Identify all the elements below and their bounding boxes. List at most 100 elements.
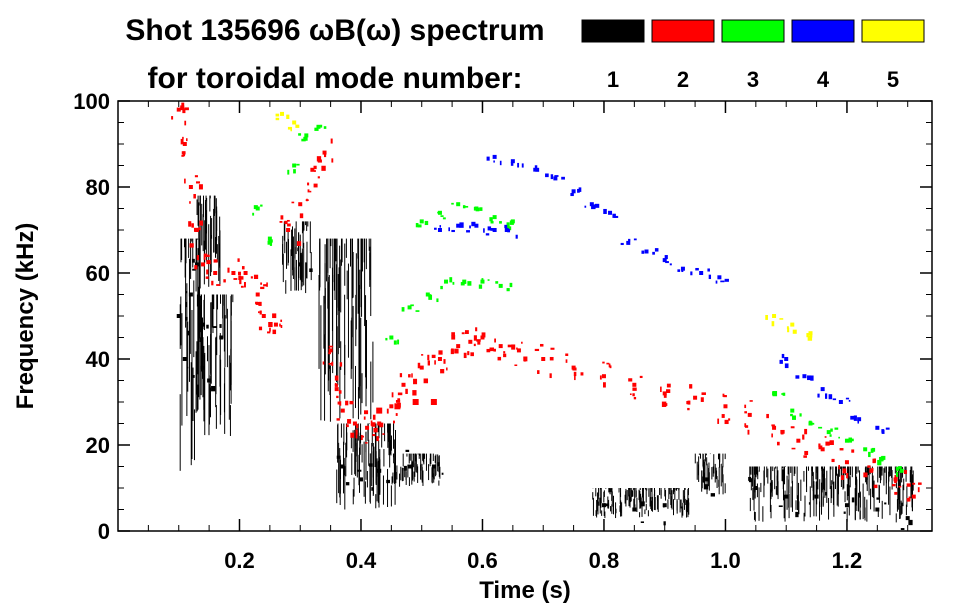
data-point bbox=[194, 262, 199, 267]
spectral-speck bbox=[186, 366, 189, 369]
spectral-speck bbox=[337, 401, 340, 405]
spectral-speck bbox=[778, 505, 783, 508]
data-point bbox=[492, 154, 497, 159]
spectral-speck bbox=[191, 223, 194, 228]
chart-title-line1: Shot 135696 ωB(ω) spectrum bbox=[125, 14, 544, 47]
spectral-speck bbox=[810, 375, 814, 381]
spectral-speck bbox=[828, 394, 833, 400]
spectral-speck bbox=[803, 455, 807, 458]
spectral-speck bbox=[663, 521, 666, 526]
spectral-speck bbox=[184, 120, 187, 126]
spectral-speck bbox=[851, 497, 855, 503]
spectral-speck bbox=[443, 359, 446, 364]
data-point bbox=[796, 438, 801, 443]
spectral-speck bbox=[180, 105, 185, 111]
data-point bbox=[553, 176, 558, 181]
spectral-speck bbox=[405, 449, 410, 452]
data-point bbox=[474, 223, 479, 228]
spectral-speck bbox=[198, 227, 201, 231]
spectral-speck bbox=[499, 160, 502, 166]
data-point bbox=[911, 494, 916, 499]
spectral-speck bbox=[286, 219, 290, 222]
spectral-speck bbox=[399, 373, 403, 378]
spectral-speck bbox=[411, 373, 413, 378]
spectral-speck bbox=[397, 398, 401, 402]
series-n1-cluster-3 bbox=[282, 221, 312, 294]
spectral-speck bbox=[269, 241, 273, 246]
spectral-speck bbox=[196, 255, 199, 261]
x-tick-label: 0.6 bbox=[467, 548, 498, 573]
data-point bbox=[213, 271, 218, 275]
spectral-speck bbox=[516, 347, 518, 350]
spectral-speck bbox=[241, 266, 245, 270]
legend-label-1: 1 bbox=[607, 67, 619, 92]
spectral-speck bbox=[870, 448, 874, 453]
data-point bbox=[176, 107, 181, 112]
spectral-speck bbox=[599, 375, 602, 380]
spectral-speck bbox=[485, 233, 490, 236]
spectral-speck bbox=[194, 175, 198, 178]
series-n1-cluster-0 bbox=[179, 238, 202, 471]
legend-swatch-3 bbox=[721, 19, 785, 43]
spectral-speck bbox=[279, 323, 281, 327]
spectral-speck bbox=[205, 254, 210, 258]
data-point bbox=[608, 210, 613, 215]
spectral-speck bbox=[258, 326, 263, 331]
spectral-speck bbox=[489, 217, 493, 222]
spectral-speck bbox=[695, 267, 699, 271]
spectral-speck bbox=[722, 393, 725, 397]
data-point bbox=[310, 167, 315, 172]
spectral-speck bbox=[260, 282, 263, 285]
spectral-speck bbox=[386, 408, 389, 414]
spectral-speck bbox=[689, 384, 693, 389]
spectral-speck bbox=[792, 415, 796, 420]
spectral-speck bbox=[328, 362, 333, 365]
spectral-speck bbox=[486, 156, 490, 161]
spectral-speck bbox=[686, 401, 690, 405]
spectral-speck bbox=[363, 416, 366, 420]
data-point bbox=[468, 339, 473, 344]
spectral-speck bbox=[810, 422, 815, 425]
spectral-speck bbox=[200, 365, 205, 370]
spectral-speck bbox=[606, 362, 610, 365]
data-point bbox=[644, 249, 649, 254]
spectral-speck bbox=[577, 188, 580, 193]
spectral-speck bbox=[284, 220, 288, 225]
spectral-speck bbox=[701, 392, 706, 395]
spectral-speck bbox=[521, 341, 523, 344]
spectral-speck bbox=[843, 511, 846, 514]
data-point bbox=[261, 314, 266, 318]
spectral-speck bbox=[313, 165, 317, 170]
data-point bbox=[492, 215, 497, 220]
spectral-speck bbox=[795, 375, 800, 379]
spectral-speck bbox=[871, 447, 876, 452]
spectral-speck bbox=[299, 213, 304, 219]
spectral-speck bbox=[437, 211, 439, 214]
spectral-speck bbox=[475, 327, 478, 332]
spectral-speck bbox=[189, 201, 191, 204]
spectral-speck bbox=[185, 291, 188, 294]
spectral-speck bbox=[372, 434, 376, 437]
spectral-speck bbox=[580, 372, 584, 376]
series-n1-cluster-7 bbox=[592, 488, 690, 519]
spectral-speck bbox=[336, 395, 339, 399]
spectral-speck bbox=[506, 288, 510, 292]
spectral-speck bbox=[724, 278, 729, 282]
data-point bbox=[176, 314, 181, 318]
spectral-speck bbox=[401, 307, 405, 312]
spectral-speck bbox=[393, 340, 397, 345]
plot-area bbox=[171, 102, 922, 531]
y-tick-label: 60 bbox=[86, 261, 110, 286]
spectral-speck bbox=[584, 205, 587, 208]
spectral-speck bbox=[211, 385, 216, 392]
spectral-speck bbox=[497, 356, 502, 361]
data-point bbox=[340, 464, 345, 469]
legend-swatch-2 bbox=[651, 19, 715, 43]
spectral-speck bbox=[314, 127, 319, 131]
data-point bbox=[492, 228, 497, 232]
series-n2 bbox=[171, 102, 922, 502]
spectral-speck bbox=[185, 316, 188, 321]
spectral-speck bbox=[782, 392, 786, 396]
spectral-speck bbox=[896, 471, 899, 477]
spectral-speck bbox=[903, 470, 908, 474]
